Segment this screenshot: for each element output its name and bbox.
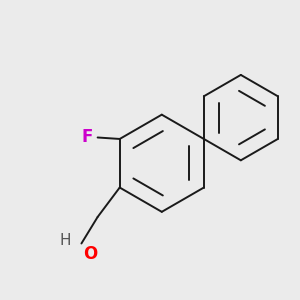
Text: O: O — [83, 245, 97, 263]
Text: F: F — [82, 128, 93, 146]
Text: H: H — [59, 233, 71, 248]
